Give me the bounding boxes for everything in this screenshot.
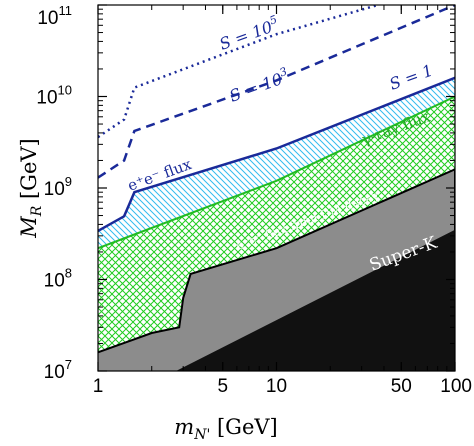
x-tick-label: 100 <box>440 376 472 397</box>
x-axis-title: mN' [GeV] <box>174 415 277 443</box>
axis-ticks: 1 5 10 50 100 107 108 109 1010 1011 <box>36 3 472 397</box>
y-tick-label: 108 <box>44 266 72 292</box>
x-tick-label: 50 <box>391 376 412 397</box>
x-tick-label: 10 <box>266 376 287 397</box>
series-line-s-1e3 <box>98 5 455 179</box>
y-tick-label: 1011 <box>37 3 72 29</box>
super-k-region <box>176 229 455 371</box>
series-line-s-1 <box>98 76 455 232</box>
y-tick-label: 107 <box>44 357 72 383</box>
y-axis-title: MR [GeV] <box>17 138 45 239</box>
gamma-ray-boundary-line <box>98 95 455 250</box>
x-tick-label: 1 <box>93 376 104 397</box>
y-tick-label: 109 <box>44 174 72 200</box>
y-tick-label: 1010 <box>36 83 72 109</box>
x-tick-label: 5 <box>217 376 228 397</box>
